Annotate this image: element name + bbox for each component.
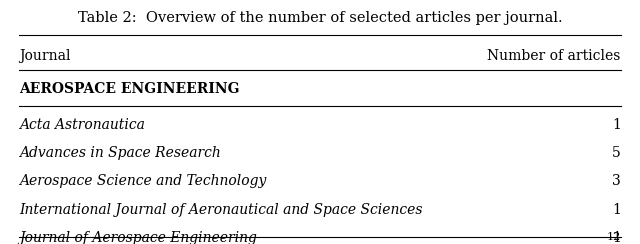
Text: 1: 1 xyxy=(612,231,621,244)
Text: 3: 3 xyxy=(612,174,621,188)
Text: 5: 5 xyxy=(612,146,621,160)
Text: Advances in Space Research: Advances in Space Research xyxy=(19,146,221,160)
Text: Journal of Aerospace Engineering: Journal of Aerospace Engineering xyxy=(19,231,257,244)
Text: Acta Astronautica: Acta Astronautica xyxy=(19,118,145,132)
Text: 12: 12 xyxy=(607,232,621,242)
Text: International Journal of Aeronautical and Space Sciences: International Journal of Aeronautical an… xyxy=(19,203,422,216)
Text: Table 2:  Overview of the number of selected articles per journal.: Table 2: Overview of the number of selec… xyxy=(77,11,563,25)
Text: 1: 1 xyxy=(612,203,621,216)
Text: Number of articles: Number of articles xyxy=(488,49,621,63)
Text: Aerospace Science and Technology: Aerospace Science and Technology xyxy=(19,174,267,188)
Text: AEROSPACE ENGINEERING: AEROSPACE ENGINEERING xyxy=(19,82,240,96)
Text: Journal: Journal xyxy=(19,49,70,63)
Text: 1: 1 xyxy=(612,118,621,132)
